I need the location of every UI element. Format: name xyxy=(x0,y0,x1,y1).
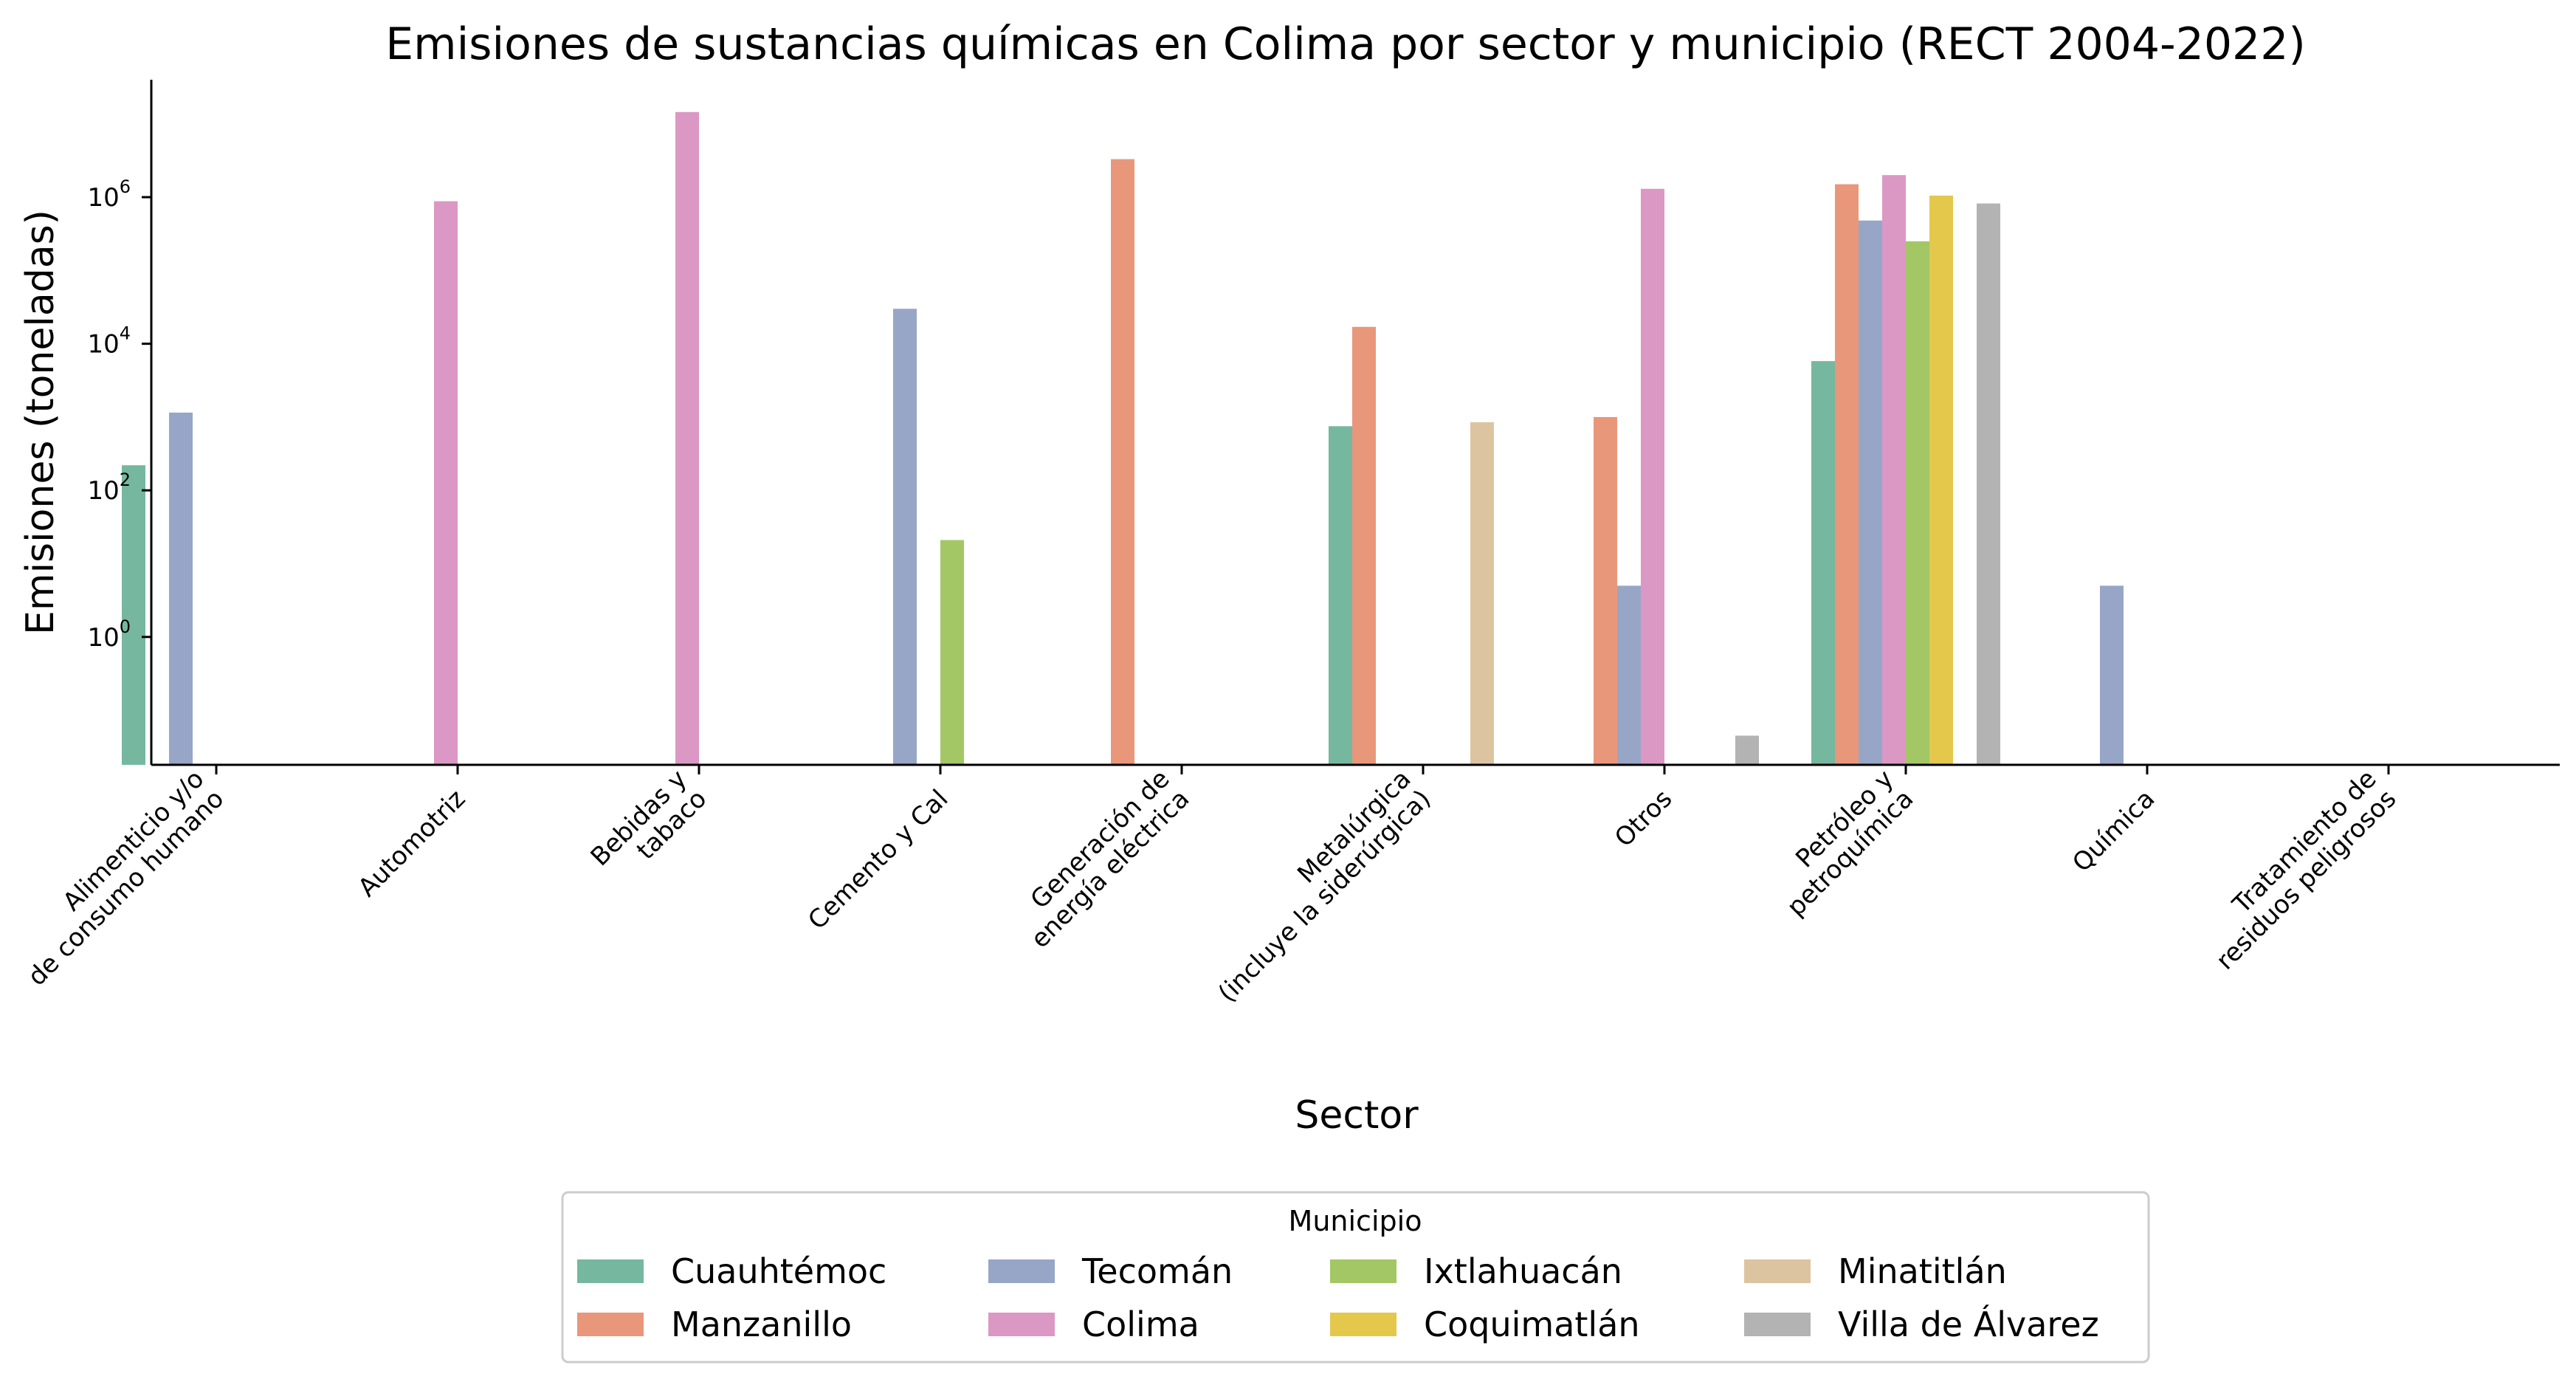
legend-label-4: Colima xyxy=(1082,1304,1199,1344)
bar-3-4 xyxy=(893,309,917,765)
legend-label-2: Manzanillo xyxy=(671,1304,852,1344)
legend-label-1: Cuauhtémoc xyxy=(671,1251,886,1291)
bar-7-6 xyxy=(1470,422,1494,765)
bar-8-8 xyxy=(1977,203,2000,765)
bar-2-7 xyxy=(1594,416,1617,765)
bar-4-3 xyxy=(675,111,699,765)
legend-label-3: Tecomán xyxy=(1081,1251,1233,1291)
legend-swatch-6 xyxy=(1330,1313,1397,1336)
y-tick-exponent: 6 xyxy=(120,176,131,197)
bar-8-7 xyxy=(1735,735,1759,765)
bar-5-4 xyxy=(940,540,964,765)
bar-3-9 xyxy=(2100,585,2124,765)
y-axis-label: Emisiones (toneladas) xyxy=(18,210,63,635)
legend-label-5: Ixtlahuacán xyxy=(1424,1251,1622,1291)
bar-3-1 xyxy=(169,412,193,765)
bar-4-7 xyxy=(1641,188,1664,765)
chart-title: Emisiones de sustancias químicas en Coli… xyxy=(385,18,2306,70)
bar-5-8 xyxy=(1906,241,1929,766)
x-axis-label: Sector xyxy=(1295,1093,1419,1138)
bar-1-8 xyxy=(1811,361,1835,765)
legend-swatch-3 xyxy=(988,1259,1055,1283)
legend: Municipio Cuauhtémoc Manzanillo Tecomán Col… xyxy=(561,1191,2150,1364)
bar-2-5 xyxy=(1111,159,1134,765)
bar-4-8 xyxy=(1882,175,1906,766)
bar-group xyxy=(122,111,2124,766)
bar-4-2 xyxy=(434,201,458,765)
legend-swatch-4 xyxy=(988,1313,1055,1336)
legend-label-7: Minatitlán xyxy=(1838,1251,2007,1291)
bar-2-8 xyxy=(1835,184,1859,765)
bar-2-6 xyxy=(1352,326,1376,765)
legend-swatch-1 xyxy=(577,1259,644,1283)
legend-swatch-5 xyxy=(1330,1259,1397,1283)
legend-swatch-2 xyxy=(577,1313,644,1336)
legend-swatch-8 xyxy=(1744,1313,1811,1336)
legend-label-8: Villa de Álvarez xyxy=(1838,1304,2099,1344)
bar-3-7 xyxy=(1617,585,1641,765)
y-tick-exponent: 0 xyxy=(120,616,131,637)
legend-swatch-7 xyxy=(1744,1259,1811,1283)
legend-label-6: Coquimatlán xyxy=(1424,1304,1640,1344)
legend-items: Cuauhtémoc Manzanillo Tecomán Colima Ixtlahu… xyxy=(577,1251,2099,1344)
bar-1-1 xyxy=(122,465,145,765)
legend-title: Municipio xyxy=(1289,1205,1422,1237)
bar-3-8 xyxy=(1859,220,1882,766)
y-tick-exponent: 2 xyxy=(120,470,131,490)
bar-1-6 xyxy=(1329,426,1352,765)
y-tick-exponent: 4 xyxy=(120,323,131,344)
bar-6-8 xyxy=(1929,195,1953,766)
